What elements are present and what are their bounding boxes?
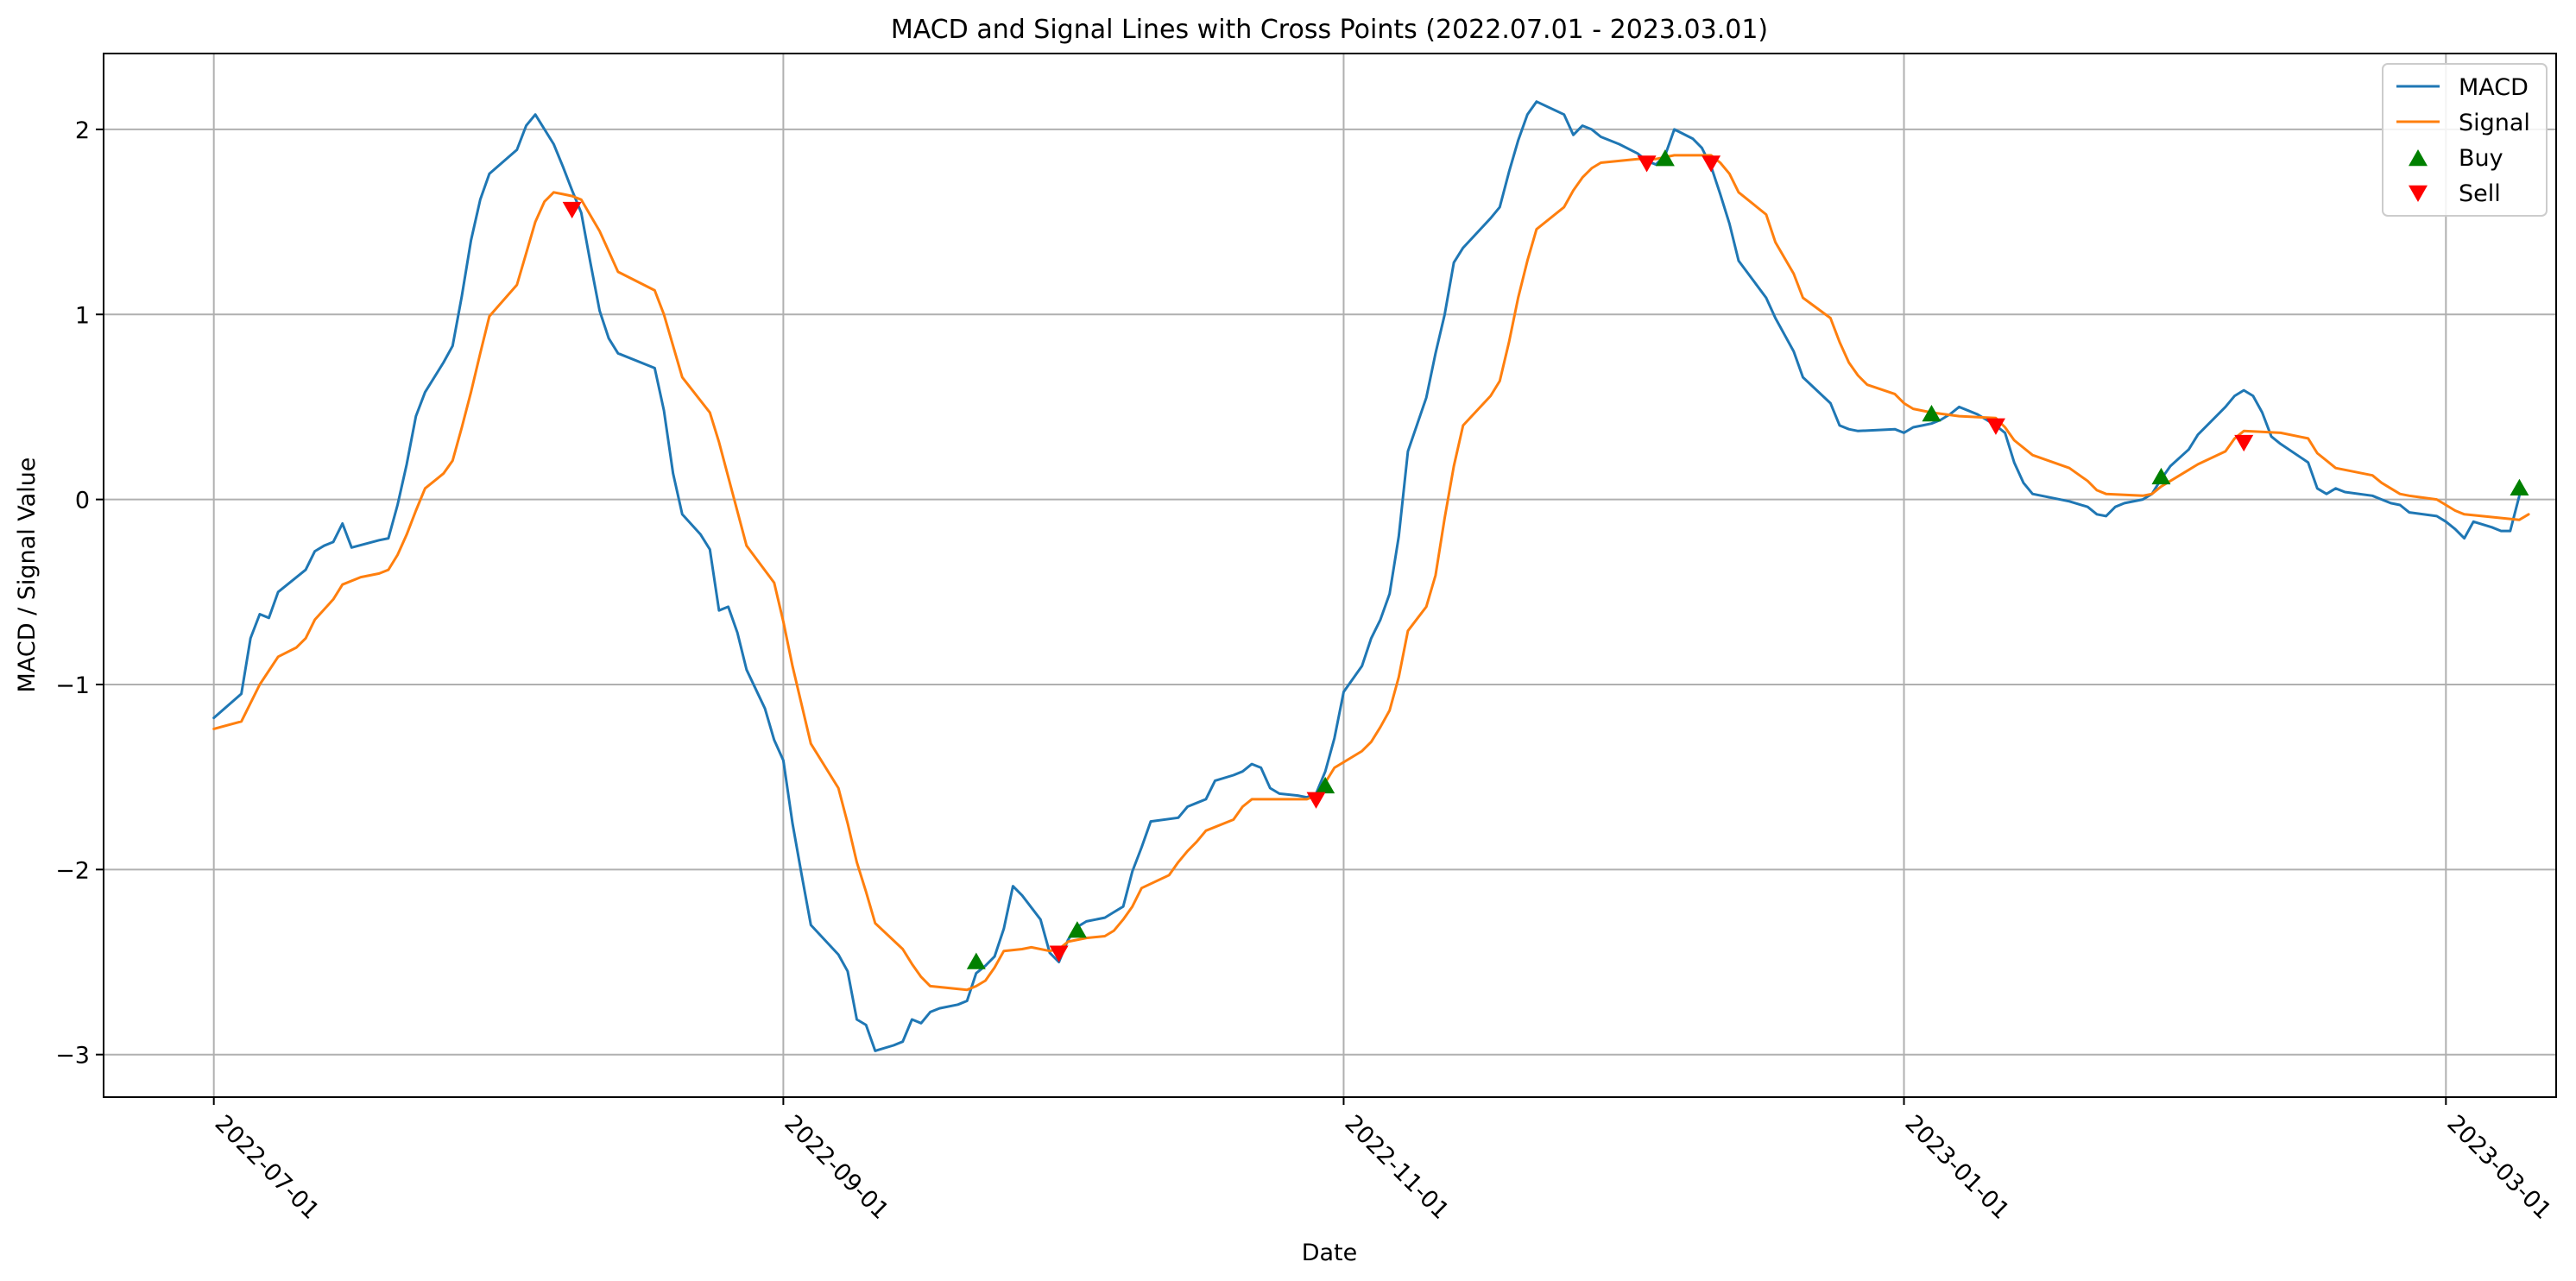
legend-label-sell: Sell <box>2459 180 2501 207</box>
buy-marker <box>2151 467 2171 485</box>
plot-frame <box>103 53 2557 1098</box>
buy-marker <box>1922 405 1941 422</box>
legend-swatch-sell <box>2409 185 2428 202</box>
legend-box <box>2382 63 2548 217</box>
legend-swatch-buy <box>2409 149 2428 167</box>
macd-line <box>212 100 2521 1052</box>
chart-title: MACD and Signal Lines with Cross Points … <box>891 15 1768 45</box>
sell-marker <box>562 201 582 219</box>
sell-marker <box>2234 434 2254 452</box>
legend-label-signal: Signal <box>2459 110 2530 136</box>
signal-line <box>212 154 2530 992</box>
sell-marker <box>1986 418 2005 435</box>
sell-marker <box>1702 155 1721 173</box>
legend-label-buy: Buy <box>2459 145 2503 172</box>
buy-marker <box>1067 921 1087 938</box>
y-tick-label: −1 <box>55 672 90 699</box>
y-tick-label: −3 <box>55 1043 90 1070</box>
buy-marker <box>966 952 986 969</box>
x-axis-label: Date <box>1302 1240 1358 1266</box>
grid-lines <box>104 54 2556 1097</box>
y-tick-label: 0 <box>75 488 90 514</box>
sell-marker <box>1306 792 1326 809</box>
y-tick-label: −2 <box>55 857 90 884</box>
legend: MACD Signal Buy Sell <box>2382 63 2548 217</box>
buy-marker <box>1316 776 1335 794</box>
y-tick-label: 2 <box>75 117 90 144</box>
legend-label-macd: MACD <box>2459 74 2529 101</box>
sell-marker <box>1049 945 1069 962</box>
y-axis-label: MACD / Signal Value <box>14 458 41 693</box>
buy-marker <box>1655 149 1675 167</box>
sell-marker <box>1637 155 1657 173</box>
marker-layer <box>562 149 2529 969</box>
y-tick-label: 1 <box>75 302 90 329</box>
buy-marker <box>2510 478 2529 495</box>
series-layer <box>212 100 2530 1052</box>
